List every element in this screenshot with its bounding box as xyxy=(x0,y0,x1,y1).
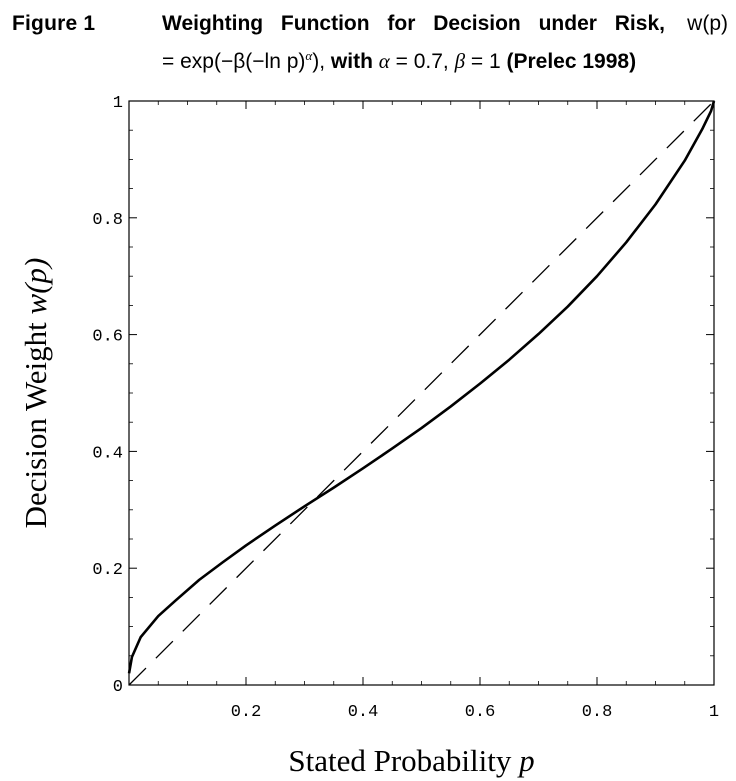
x-tick-label: 1 xyxy=(709,703,719,722)
with-text: with xyxy=(330,50,373,73)
x-tick-label: 0.2 xyxy=(231,703,262,722)
formula-close: ), xyxy=(312,50,326,73)
y-axis-title: Decision Weight w(p) xyxy=(18,258,53,529)
y-tick-label: 0.6 xyxy=(92,328,123,347)
alpha-symbol: α xyxy=(378,49,390,73)
x-axis-title: Stated Probability p xyxy=(288,743,534,778)
plot-area xyxy=(127,100,716,686)
series-line-weighting-function xyxy=(127,100,716,674)
series-line-dashed-identity xyxy=(128,100,715,686)
beta-symbol: β xyxy=(454,49,466,73)
title-prefix: Weighting Function for Decision under Ri… xyxy=(162,12,665,35)
y-tick-label: 1 xyxy=(113,94,123,113)
y-tick-label: 0 xyxy=(113,678,123,697)
figure-title: Weighting Function for Decision under Ri… xyxy=(162,8,728,78)
x-tick-label: 0.4 xyxy=(348,703,379,722)
y-tick-label: 0.8 xyxy=(92,211,123,230)
x-tick-label: 0.6 xyxy=(465,703,496,722)
caption-line-1: Weighting Function for Decision under Ri… xyxy=(162,8,728,40)
beta-value: = 1 xyxy=(465,50,507,73)
x-tick-label: 0.8 xyxy=(582,703,613,722)
citation: (Prelec 1998) xyxy=(506,50,637,73)
y-tick-label: 0.2 xyxy=(92,561,123,580)
axis-titles: Stated Probability p Decision Weight w(p) xyxy=(18,258,535,778)
formula-expr: = exp(−β(−ln p) xyxy=(162,50,306,73)
formula-w: w(p) xyxy=(687,12,728,35)
formula-alpha-sup: α xyxy=(305,48,313,63)
figure-label: Figure 1 xyxy=(12,12,96,35)
caption-line-2: = exp(−β(−ln p)α), with α = 0.7, β = 1 (… xyxy=(162,40,728,78)
y-tick-label: 0.4 xyxy=(92,444,123,463)
alpha-value: = 0.7, xyxy=(389,50,455,73)
axes: 0 0.2 0.4 0.6 0.8 1 0.2 0.4 0.6 0.8 1 xyxy=(92,94,719,722)
